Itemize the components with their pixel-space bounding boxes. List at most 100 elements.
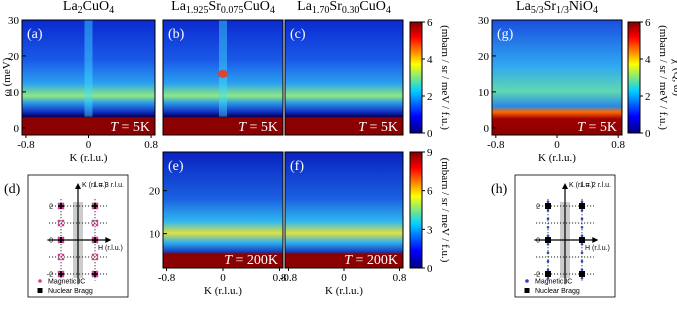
nuclear-bragg xyxy=(579,271,585,277)
diagram-tick-label: 2 xyxy=(49,204,53,211)
x-axis-label: K (r.l.u.) xyxy=(204,285,242,297)
colorbar-tick-label: 2 xyxy=(645,91,651,103)
y-tick-label: 10 xyxy=(8,87,20,99)
nuclear-bragg xyxy=(545,203,551,209)
magnetic-ic xyxy=(57,257,61,261)
magnetic-ic xyxy=(580,251,584,255)
colorbar xyxy=(627,21,641,134)
magnetic-ic xyxy=(546,276,550,280)
diagram-arrow xyxy=(75,183,81,189)
x-tick-label: 0 xyxy=(220,272,226,284)
temperature-value: = 200K xyxy=(352,253,398,268)
title-part: 4 xyxy=(270,5,275,16)
temperature: T = 5K xyxy=(110,120,150,135)
magnetic-ic xyxy=(95,270,99,274)
magnetic-ic xyxy=(91,240,95,244)
nuclear-bragg xyxy=(58,237,64,243)
magnetic-ic xyxy=(57,253,61,257)
diagram-arrow xyxy=(105,237,112,243)
magnetic-ic xyxy=(57,223,61,227)
colorbar-label: (mbarn / sr / meV / f.u.) xyxy=(657,25,669,130)
y-tick-label: 20 xyxy=(8,51,20,63)
magnetic-ic xyxy=(61,206,65,210)
magnetic-ic xyxy=(546,208,550,212)
l-value: L = 3 r.l.u. xyxy=(93,182,124,189)
colorbar-tick-label: 4 xyxy=(427,54,433,66)
diagram-tick-label: -2 xyxy=(47,272,53,279)
x-tick-label: -0.8 xyxy=(487,139,505,151)
nuclear-bragg xyxy=(579,203,585,209)
magnetic-ic xyxy=(61,223,65,227)
y-tick-label: 30 xyxy=(8,15,20,27)
title-part: 4 xyxy=(109,5,114,16)
magnetic-ic xyxy=(61,236,65,240)
panel-title: La5/3Sr1/3NiO4 xyxy=(516,0,598,16)
title-part: CuO xyxy=(83,0,109,14)
magnetic-ic xyxy=(57,274,61,278)
panel-label: (g) xyxy=(497,27,514,42)
magnetic-ic xyxy=(57,240,61,244)
temperature: T = 5K xyxy=(238,120,278,135)
legend-label: Nuclear Bragg xyxy=(535,288,580,295)
magnetic-ic xyxy=(546,225,550,229)
heatmap-spot xyxy=(218,69,228,78)
x-tick-label: 0 xyxy=(341,272,347,284)
legend-marker xyxy=(37,288,43,293)
x-axis-label: K (r.l.u.) xyxy=(70,152,108,164)
diagram-tick-label: 0 xyxy=(536,238,540,245)
nuclear-bragg xyxy=(545,271,551,277)
magnetic-ic xyxy=(91,223,95,227)
colorbar-tick-label: 4 xyxy=(645,54,651,66)
magnetic-ic xyxy=(95,219,99,223)
k-axis-label: K (r.l.u.) xyxy=(569,182,594,189)
title-part: CuO xyxy=(359,0,385,14)
y-tick-label: 0 xyxy=(14,123,20,135)
magnetic-ic xyxy=(580,259,584,263)
x-tick-label: 0.8 xyxy=(393,272,407,284)
title-part: La xyxy=(297,0,313,14)
title-part: La xyxy=(516,0,532,14)
y-tick-label: 30 xyxy=(478,15,490,27)
title-part: 4 xyxy=(593,5,598,16)
temperature: T = 200K xyxy=(344,253,398,268)
temperature-symbol: T xyxy=(344,253,353,268)
temperature: T = 5K xyxy=(577,120,617,135)
title-part: Sr xyxy=(329,0,342,14)
x-tick-label: 0.8 xyxy=(144,139,158,151)
colorbar-tick-label: 0 xyxy=(427,128,433,140)
temperature-symbol: T xyxy=(577,120,586,135)
nuclear-bragg xyxy=(58,271,64,277)
colorbar-tick-label: 3 xyxy=(427,224,433,236)
k-axis-label: K (r.l.u.) xyxy=(82,182,107,189)
magnetic-ic xyxy=(91,270,95,274)
magnetic-ic xyxy=(95,274,99,278)
magnetic-ic xyxy=(580,225,584,229)
temperature-symbol: T xyxy=(358,120,367,135)
legend-marker xyxy=(524,288,530,293)
magnetic-ic xyxy=(57,219,61,223)
magnetic-ic xyxy=(580,276,584,280)
title-part: La xyxy=(171,0,187,14)
panel-label: (a) xyxy=(27,27,43,42)
diagram-tick-label: -2 xyxy=(534,272,540,279)
temperature-value: = 5K xyxy=(366,120,398,135)
title-part: 1.925 xyxy=(186,5,209,16)
magnetic-ic xyxy=(546,268,550,272)
magnetic-ic xyxy=(57,206,61,210)
frame xyxy=(284,19,404,136)
x-axis-label: K (r.l.u.) xyxy=(538,152,576,164)
x-tick-label: 0 xyxy=(86,139,92,151)
magnetic-ic xyxy=(61,270,65,274)
y-tick-label: 20 xyxy=(149,186,161,198)
diagram-tick-label: 2 xyxy=(536,204,540,211)
magnetic-ic xyxy=(57,270,61,274)
title-part: Sr xyxy=(208,0,221,14)
magnetic-ic xyxy=(546,242,550,246)
colorbar-tick-label: 6 xyxy=(427,17,433,29)
magnetic-ic xyxy=(95,202,99,206)
legend-marker xyxy=(38,279,42,283)
magnetic-ic xyxy=(91,219,95,223)
diagram-arrow xyxy=(592,237,599,243)
title-part: 5/3 xyxy=(531,5,544,16)
x-tick-label: -0.8 xyxy=(280,272,298,284)
